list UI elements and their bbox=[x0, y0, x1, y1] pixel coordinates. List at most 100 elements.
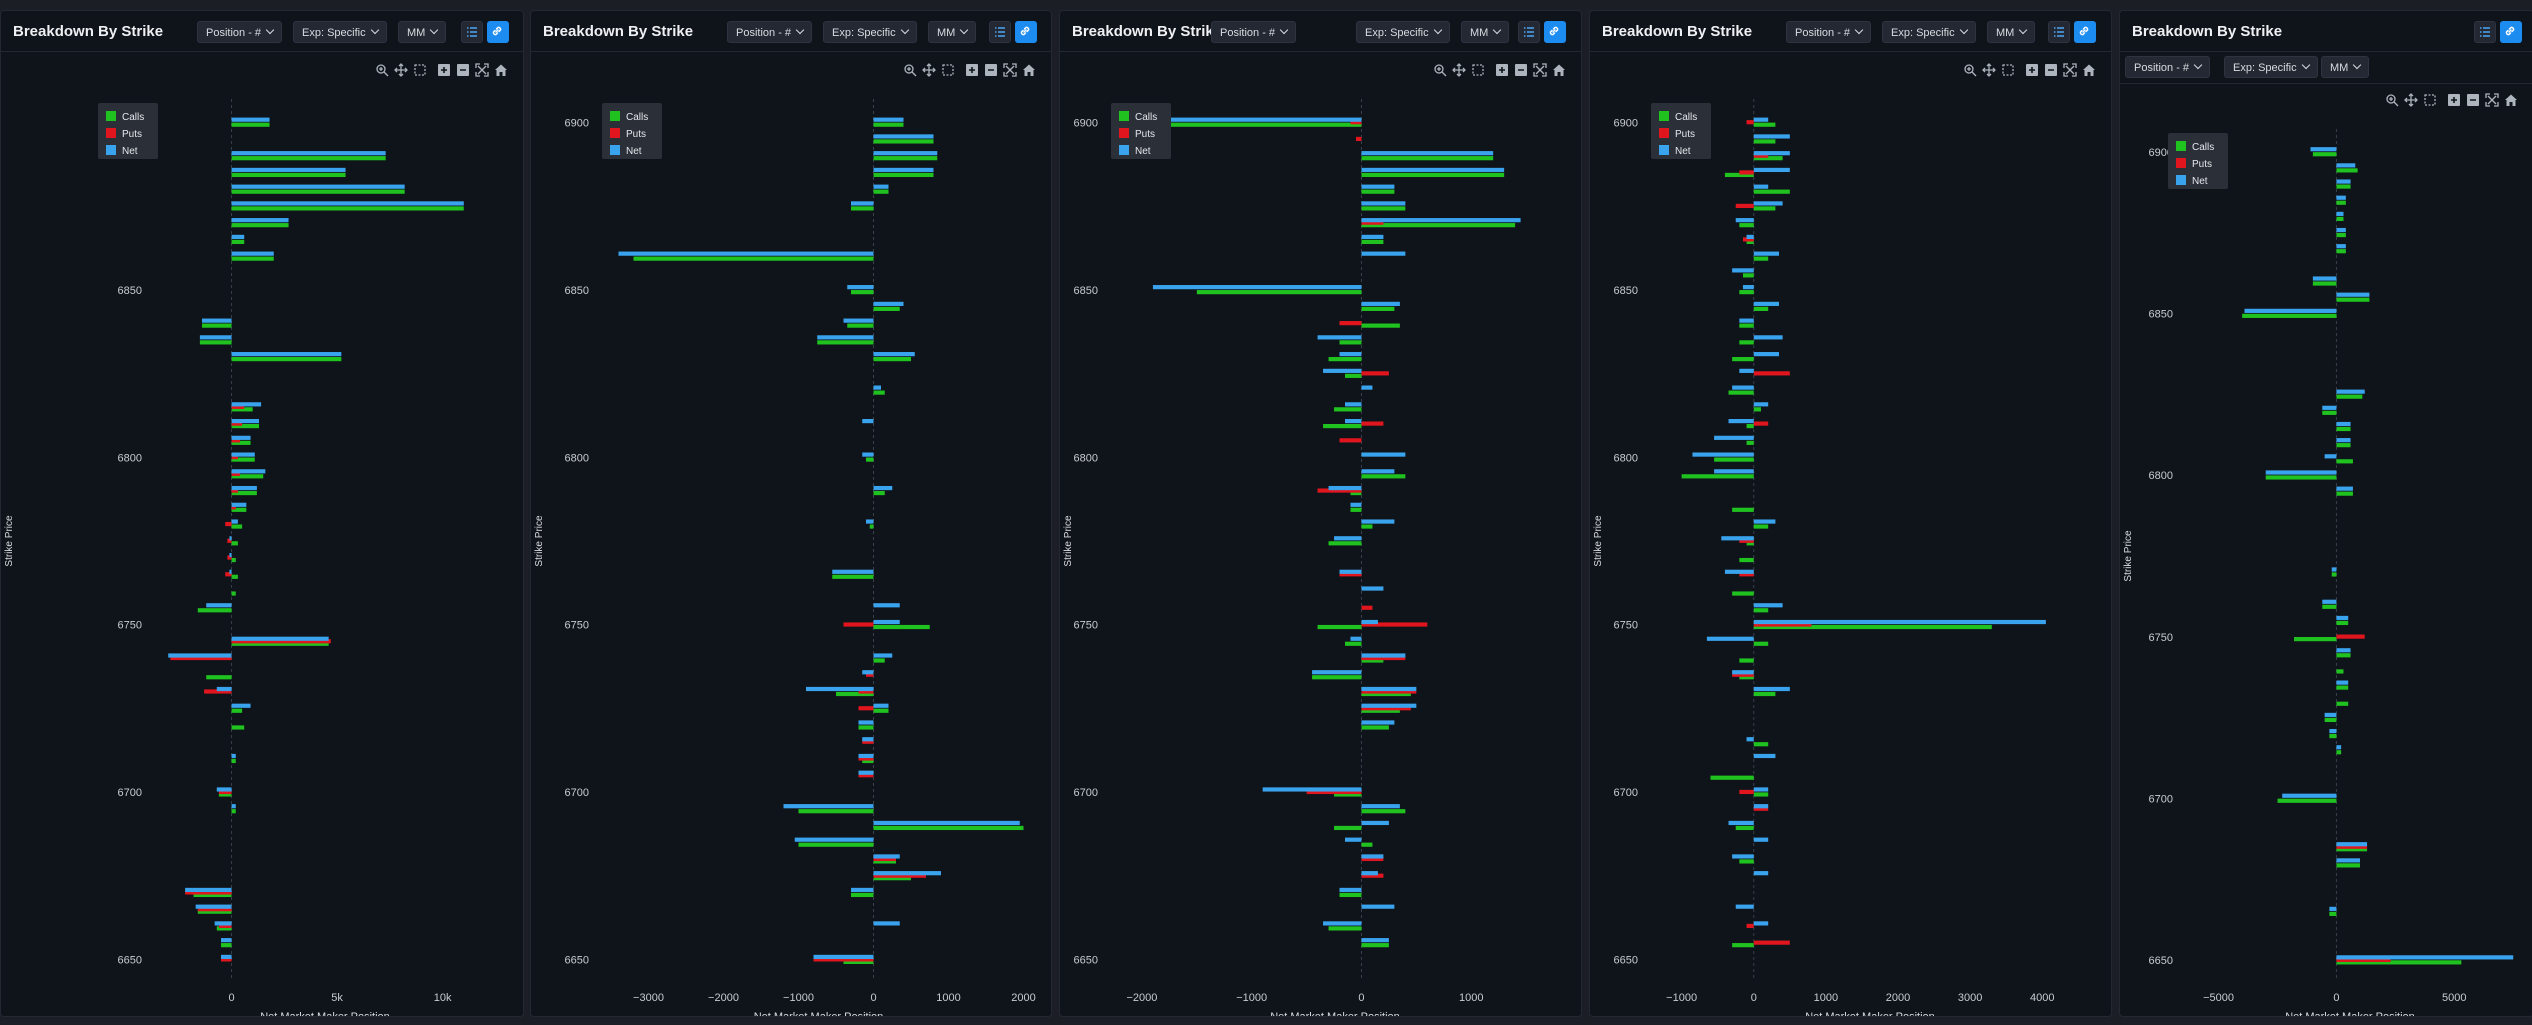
zoom-in-icon[interactable] bbox=[2447, 93, 2461, 107]
pan-icon[interactable] bbox=[1982, 63, 1996, 77]
zoom-icon[interactable] bbox=[1963, 63, 1977, 77]
bar-calls bbox=[873, 624, 930, 630]
autoscale-icon[interactable] bbox=[1533, 63, 1547, 77]
home-icon[interactable] bbox=[1022, 63, 1036, 77]
autoscale-icon[interactable] bbox=[2063, 63, 2077, 77]
chart-toolbar bbox=[2120, 93, 2532, 109]
bar-calls bbox=[873, 708, 889, 713]
mm-dropdown[interactable]: MM bbox=[1461, 21, 1510, 43]
link-button[interactable] bbox=[1015, 21, 1037, 43]
bar-puts bbox=[1339, 438, 1362, 443]
position-dropdown[interactable]: Position - # bbox=[1786, 21, 1872, 43]
bar-net bbox=[1361, 619, 1378, 625]
zoom-out-icon[interactable] bbox=[456, 63, 470, 77]
home-icon[interactable] bbox=[1552, 63, 1566, 77]
box-select-icon[interactable] bbox=[2001, 63, 2015, 77]
link-button[interactable] bbox=[1544, 21, 1566, 43]
list-view-button[interactable] bbox=[2474, 21, 2496, 43]
home-icon[interactable] bbox=[2082, 63, 2096, 77]
bar-net bbox=[1350, 502, 1362, 507]
list-view-button[interactable] bbox=[461, 21, 483, 43]
expiration-dropdown[interactable]: Exp: Specific bbox=[1356, 21, 1450, 43]
bar-calls bbox=[231, 206, 464, 211]
bar-net bbox=[2336, 211, 2344, 216]
bar-net bbox=[231, 435, 251, 440]
zoom-out-icon[interactable] bbox=[2466, 93, 2480, 107]
expiration-dropdown[interactable]: Exp: Specific bbox=[293, 21, 387, 43]
pan-icon[interactable] bbox=[922, 63, 936, 77]
mm-dropdown[interactable]: MM bbox=[2321, 56, 2370, 78]
y-tick-label: 6700 bbox=[1074, 787, 1098, 799]
position-dropdown[interactable]: Position - # bbox=[197, 21, 283, 43]
bar-net bbox=[2336, 842, 2368, 847]
autoscale-icon[interactable] bbox=[475, 63, 489, 77]
zoom-icon[interactable] bbox=[903, 63, 917, 77]
list-view-button[interactable] bbox=[2048, 21, 2070, 43]
bar-calls bbox=[1681, 474, 1754, 479]
bar-calls bbox=[231, 440, 251, 445]
box-select-icon[interactable] bbox=[1471, 63, 1485, 77]
zoom-in-icon[interactable] bbox=[437, 63, 451, 77]
expiration-dropdown[interactable]: Exp: Specific bbox=[1882, 21, 1976, 43]
bar-net bbox=[2336, 615, 2349, 621]
pan-icon[interactable] bbox=[2404, 93, 2418, 107]
bar-net bbox=[2336, 955, 2514, 960]
bar-net bbox=[783, 804, 874, 809]
autoscale-icon[interactable] bbox=[2485, 93, 2499, 107]
bar-net bbox=[862, 737, 874, 742]
pan-icon[interactable] bbox=[394, 63, 408, 77]
bar-net bbox=[873, 619, 900, 625]
bar-puts bbox=[225, 521, 232, 527]
zoom-in-icon[interactable] bbox=[2025, 63, 2039, 77]
link-button[interactable] bbox=[487, 21, 509, 43]
zoom-in-icon[interactable] bbox=[965, 63, 979, 77]
bar-puts bbox=[858, 773, 874, 778]
zoom-out-icon[interactable] bbox=[1514, 63, 1528, 77]
bar-calls bbox=[1323, 423, 1362, 429]
bar-net bbox=[1361, 703, 1417, 708]
legend-swatch-net bbox=[1659, 145, 1669, 155]
link-button[interactable] bbox=[2500, 21, 2522, 43]
bar-puts bbox=[218, 789, 232, 795]
link-button[interactable] bbox=[2074, 21, 2096, 43]
x-tick-label: 3000 bbox=[1958, 992, 1982, 1004]
bar-net bbox=[216, 686, 232, 692]
bar-puts bbox=[1361, 421, 1384, 426]
autoscale-icon[interactable] bbox=[1003, 63, 1017, 77]
y-tick-label: 6850 bbox=[1614, 285, 1638, 297]
home-icon[interactable] bbox=[2504, 93, 2518, 107]
zoom-icon[interactable] bbox=[375, 63, 389, 77]
list-view-button[interactable] bbox=[1518, 21, 1540, 43]
zoom-out-icon[interactable] bbox=[984, 63, 998, 77]
legend-swatch-net bbox=[2176, 175, 2186, 185]
bar-calls bbox=[873, 490, 885, 496]
zoom-icon[interactable] bbox=[1433, 63, 1447, 77]
bar-calls bbox=[2336, 297, 2370, 302]
list-view-button[interactable] bbox=[989, 21, 1011, 43]
box-select-icon[interactable] bbox=[941, 63, 955, 77]
zoom-out-icon[interactable] bbox=[2044, 63, 2058, 77]
position-dropdown[interactable]: Position - # bbox=[2125, 56, 2211, 78]
y-tick-label: 6650 bbox=[565, 955, 589, 967]
legend-label: Puts bbox=[2192, 159, 2212, 170]
bar-net bbox=[1728, 418, 1754, 424]
x-tick-label: 5k bbox=[331, 992, 343, 1004]
bar-calls bbox=[1746, 423, 1754, 429]
bar-calls bbox=[231, 708, 243, 713]
bar-calls bbox=[231, 172, 346, 178]
legend-label: Puts bbox=[122, 129, 142, 140]
mm-dropdown[interactable]: MM bbox=[928, 21, 977, 43]
position-dropdown[interactable]: Position - # bbox=[727, 21, 813, 43]
home-icon[interactable] bbox=[494, 63, 508, 77]
expiration-dropdown[interactable]: Exp: Specific bbox=[2224, 56, 2318, 78]
pan-icon[interactable] bbox=[1452, 63, 1466, 77]
mm-dropdown[interactable]: MM bbox=[398, 21, 447, 43]
mm-dropdown[interactable]: MM bbox=[1987, 21, 2036, 43]
bar-net bbox=[806, 686, 874, 692]
zoom-in-icon[interactable] bbox=[1495, 63, 1509, 77]
zoom-icon[interactable] bbox=[2385, 93, 2399, 107]
position-dropdown[interactable]: Position - # bbox=[1211, 21, 1297, 43]
box-select-icon[interactable] bbox=[413, 63, 427, 77]
box-select-icon[interactable] bbox=[2423, 93, 2437, 107]
expiration-dropdown[interactable]: Exp: Specific bbox=[823, 21, 917, 43]
